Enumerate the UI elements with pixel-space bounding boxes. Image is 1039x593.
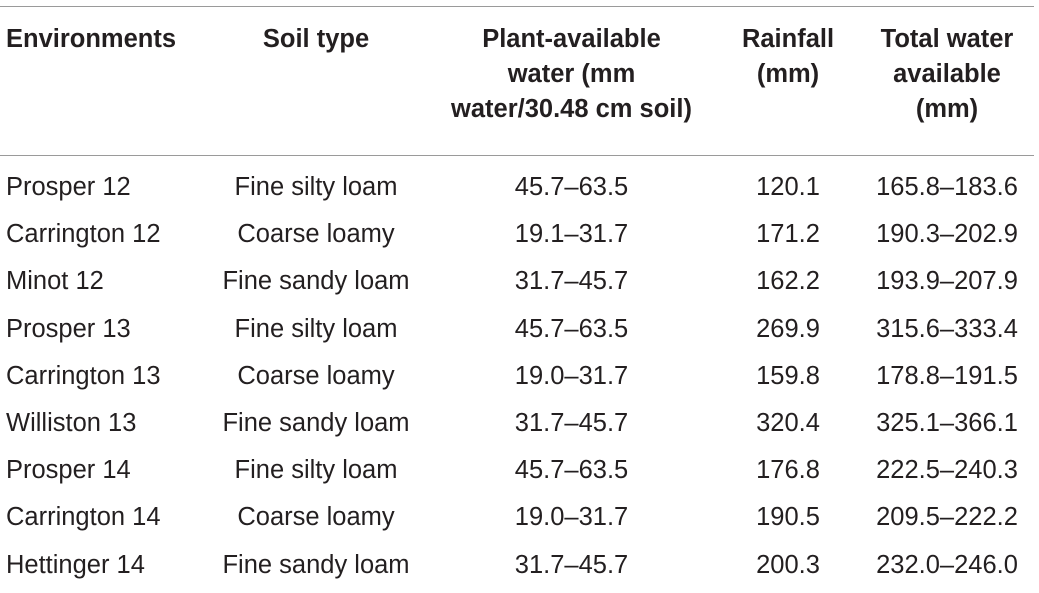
cell-soil-type: Fine sandy loam: [222, 408, 410, 437]
table-row: Prosper 13 Fine silty loam 45.7–63.5 269…: [0, 310, 1039, 357]
cell-rainfall: 171.2: [756, 220, 820, 249]
table-row: Hettinger 14 Fine sandy loam 31.7–45.7 2…: [0, 546, 1039, 593]
cell-rainfall: 320.4: [756, 408, 820, 437]
header-total-water-available: Total water available (mm): [880, 25, 1014, 123]
cell-soil-type: Coarse loamy: [237, 361, 395, 390]
cell-rainfall: 200.3: [756, 550, 820, 579]
cell-environment: Williston 13: [6, 408, 137, 437]
cell-environment: Carrington 13: [6, 361, 161, 390]
cell-total-water: 190.3–202.9: [876, 220, 1018, 249]
table-row: Carrington 13 Coarse loamy 19.0–31.7 159…: [0, 357, 1039, 404]
cell-total-water: 232.0–246.0: [876, 550, 1018, 579]
cell-environment: Prosper 12: [6, 173, 131, 201]
cell-soil-type: Fine sandy loam: [222, 267, 410, 296]
table-header: Environments Soil type Plant-available w…: [0, 22, 1039, 142]
table-row: Carrington 12 Coarse loamy 19.1–31.7 171…: [0, 215, 1039, 262]
cell-plant-available-water: 19.0–31.7: [514, 361, 629, 390]
cell-total-water: 325.1–366.1: [876, 408, 1018, 437]
cell-rainfall: 159.8: [756, 361, 820, 390]
table-row: Minot 12 Fine sandy loam 31.7–45.7 162.2…: [0, 262, 1039, 309]
cell-soil-type: Coarse loamy: [237, 220, 395, 249]
cell-total-water: 209.5–222.2: [876, 503, 1018, 532]
cell-environment: Carrington 14: [6, 503, 161, 532]
cell-plant-available-water: 31.7–45.7: [514, 550, 629, 579]
cell-environment: Minot 12: [6, 267, 104, 296]
table-body: Prosper 12 Fine silty loam 45.7–63.5 120…: [0, 168, 1039, 593]
cell-rainfall: 269.9: [756, 314, 820, 343]
table-row: Williston 13 Fine sandy loam 31.7–45.7 3…: [0, 404, 1039, 451]
cell-plant-available-water: 19.1–31.7: [514, 220, 629, 249]
cell-total-water: 178.8–191.5: [876, 361, 1018, 390]
cell-environment: Hettinger 14: [6, 550, 145, 579]
table-row: Carrington 14 Coarse loamy 19.0–31.7 190…: [0, 498, 1039, 545]
cell-plant-available-water: 19.0–31.7: [514, 503, 629, 532]
cell-plant-available-water: 45.7–63.5: [514, 456, 629, 485]
header-environments: Environments: [6, 25, 177, 53]
cell-rainfall: 162.2: [756, 267, 820, 296]
cell-soil-type: Fine sandy loam: [222, 550, 410, 579]
cell-soil-type: Coarse loamy: [237, 503, 395, 532]
cell-total-water: 165.8–183.6: [876, 173, 1018, 201]
header-soil-type: Soil type: [262, 25, 370, 53]
cell-rainfall: 190.5: [756, 503, 820, 532]
cell-soil-type: Fine silty loam: [234, 456, 398, 485]
cell-plant-available-water: 45.7–63.5: [514, 314, 629, 343]
table-header-rule: [0, 155, 1034, 156]
cell-total-water: 222.5–240.3: [876, 456, 1018, 485]
cell-rainfall: 176.8: [756, 456, 820, 485]
cell-rainfall: 120.1: [756, 173, 820, 201]
cell-plant-available-water: 31.7–45.7: [514, 267, 629, 296]
cell-soil-type: Fine silty loam: [234, 314, 398, 343]
header-plant-available-water: Plant-available water (mm water/30.48 cm…: [451, 25, 692, 123]
header-rainfall: Rainfall (mm): [741, 25, 835, 88]
cell-environment: Carrington 12: [6, 220, 161, 249]
cell-plant-available-water: 31.7–45.7: [514, 408, 629, 437]
cell-environment: Prosper 13: [6, 314, 131, 343]
cell-plant-available-water: 45.7–63.5: [514, 173, 629, 201]
table-row: Prosper 12 Fine silty loam 45.7–63.5 120…: [0, 168, 1039, 215]
cell-environment: Prosper 14: [6, 456, 131, 485]
table-top-rule: [0, 6, 1034, 7]
table-row: Prosper 14 Fine silty loam 45.7–63.5 176…: [0, 451, 1039, 498]
cell-soil-type: Fine silty loam: [234, 173, 398, 201]
cell-total-water: 193.9–207.9: [876, 267, 1018, 296]
cell-total-water: 315.6–333.4: [876, 314, 1018, 343]
